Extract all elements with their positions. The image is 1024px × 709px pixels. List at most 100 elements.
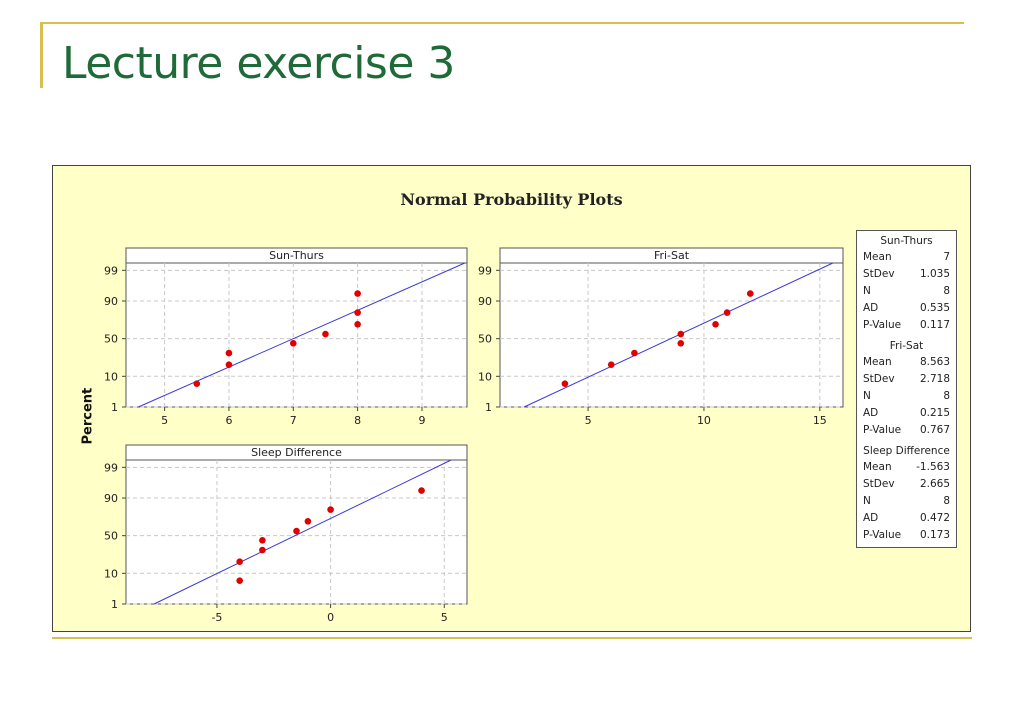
stats-label: P-Value — [863, 529, 902, 541]
data-point — [607, 361, 615, 369]
y-tick-label: 1 — [111, 598, 118, 611]
stats-row-ad: AD 0.472 — [863, 510, 950, 527]
stats-label: P-Value — [863, 319, 902, 331]
stats-label: AD — [863, 302, 879, 314]
stats-label: Mean — [863, 356, 892, 368]
y-tick-label: 90 — [104, 492, 118, 505]
y-tick-label: 10 — [104, 370, 118, 383]
data-point — [259, 546, 266, 554]
y-tick-label: 90 — [104, 295, 118, 308]
panel-title: Sun-Thurs — [269, 249, 324, 262]
data-point — [304, 518, 312, 525]
stats-value: 8 — [943, 390, 950, 402]
stats-value: 0.173 — [919, 529, 950, 541]
stats-value: 1.035 — [919, 268, 950, 280]
slide-title: Lecture exercise 3 — [62, 38, 455, 89]
x-tick-label: 10 — [697, 414, 711, 427]
data-point — [354, 290, 361, 297]
data-point — [236, 577, 243, 585]
stats-row-p-value: P-Value 0.173 — [863, 527, 950, 544]
stats-row-mean: Mean -1.563 — [863, 459, 950, 476]
stats-group-title: Fri-Sat — [889, 340, 924, 352]
stats-label: StDev — [863, 478, 895, 490]
y-tick-label: 99 — [104, 264, 118, 277]
stats-row-ad: AD 0.215 — [863, 405, 950, 422]
stats-row-p-value: P-Value 0.767 — [863, 422, 950, 439]
data-point — [322, 330, 329, 338]
panel-header — [125, 247, 468, 264]
x-tick-label: 5 — [585, 414, 592, 427]
stats-value: 2.718 — [919, 373, 950, 385]
data-point — [631, 349, 638, 357]
y-tick-label: 50 — [104, 333, 118, 346]
slide-bottom-rule — [52, 637, 972, 639]
data-point — [259, 536, 266, 544]
data-point — [225, 349, 233, 357]
data-point — [677, 330, 685, 338]
stats-label: AD — [863, 407, 879, 419]
data-point — [236, 558, 243, 566]
y-tick-label: 1 — [111, 401, 118, 414]
x-tick-label: 5 — [441, 611, 448, 624]
stats-label: P-Value — [863, 424, 902, 436]
x-tick-label: 9 — [418, 414, 425, 427]
fit-line — [153, 459, 452, 605]
stats-value: 0.767 — [919, 424, 950, 436]
y-tick-label: 99 — [104, 461, 118, 474]
stats-group-sleep-difference: Sleep Difference Mean -1.563 StDev 2.665 N… — [863, 443, 950, 544]
stats-value: 8 — [943, 495, 950, 507]
data-point — [225, 361, 233, 369]
data-point — [193, 380, 201, 388]
data-point — [354, 321, 361, 328]
stats-value: 2.665 — [919, 478, 950, 490]
stats-label: N — [863, 390, 871, 402]
panel-header — [499, 247, 844, 264]
fit-line — [138, 262, 466, 408]
y-tick-label: 90 — [478, 295, 492, 308]
y-tick-label: 50 — [104, 530, 118, 543]
panel-title: Sleep Difference — [251, 446, 342, 459]
stats-value: 0.215 — [919, 407, 950, 419]
x-tick-label: 6 — [225, 414, 232, 427]
data-point — [354, 309, 361, 316]
x-tick-label: -5 — [211, 611, 222, 624]
data-point — [561, 380, 569, 388]
stats-value: 0.472 — [919, 512, 950, 524]
data-point — [289, 339, 297, 347]
slide-top-rule — [40, 22, 964, 24]
x-tick-label: 0 — [327, 611, 334, 624]
slide-left-accent — [40, 22, 43, 88]
x-tick-label: 5 — [161, 414, 168, 427]
x-tick-label: 7 — [290, 414, 297, 427]
stats-label: AD — [863, 512, 879, 524]
stats-row-stdev: StDev 2.718 — [863, 371, 950, 388]
stats-label: N — [863, 495, 871, 507]
y-tick-label: 99 — [478, 264, 492, 277]
data-point — [327, 506, 334, 513]
stats-group-title: Sun-Thurs — [880, 235, 933, 247]
data-point — [712, 321, 719, 328]
stats-row-p-value: P-Value 0.117 — [863, 317, 950, 334]
stats-label: StDev — [863, 268, 895, 280]
panel-header — [125, 444, 468, 461]
plot-area — [499, 262, 844, 408]
chart-title: Normal Probability Plots — [400, 190, 623, 209]
x-tick-label: 8 — [354, 414, 361, 427]
probability-plot-figure: Normal Probability Plots Percent Sun-Thu… — [52, 165, 971, 632]
y-tick-label: 50 — [478, 333, 492, 346]
stats-value: 7 — [943, 251, 950, 263]
stats-row-stdev: StDev 2.665 — [863, 476, 950, 493]
stats-value: 0.117 — [919, 319, 950, 331]
panel-title: Fri-Sat — [654, 249, 690, 262]
data-point — [418, 487, 425, 494]
data-point — [677, 339, 685, 347]
x-tick-label: 15 — [813, 414, 827, 427]
stats-value: 8 — [943, 285, 950, 297]
stats-label: Mean — [863, 251, 892, 263]
data-point — [746, 290, 754, 297]
